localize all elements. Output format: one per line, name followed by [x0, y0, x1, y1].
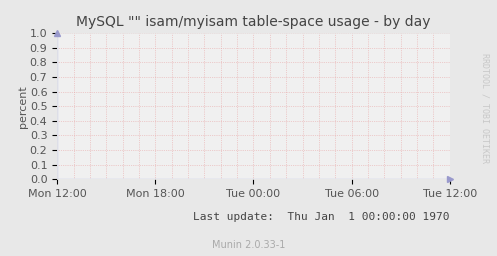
- Text: Last update:  Thu Jan  1 00:00:00 1970: Last update: Thu Jan 1 00:00:00 1970: [193, 212, 450, 222]
- Text: RRDTOOL / TOBI OETIKER: RRDTOOL / TOBI OETIKER: [481, 52, 490, 163]
- Title: MySQL "" isam/myisam table-space usage - by day: MySQL "" isam/myisam table-space usage -…: [76, 15, 431, 29]
- Text: Munin 2.0.33-1: Munin 2.0.33-1: [212, 240, 285, 250]
- Y-axis label: percent: percent: [18, 85, 28, 127]
